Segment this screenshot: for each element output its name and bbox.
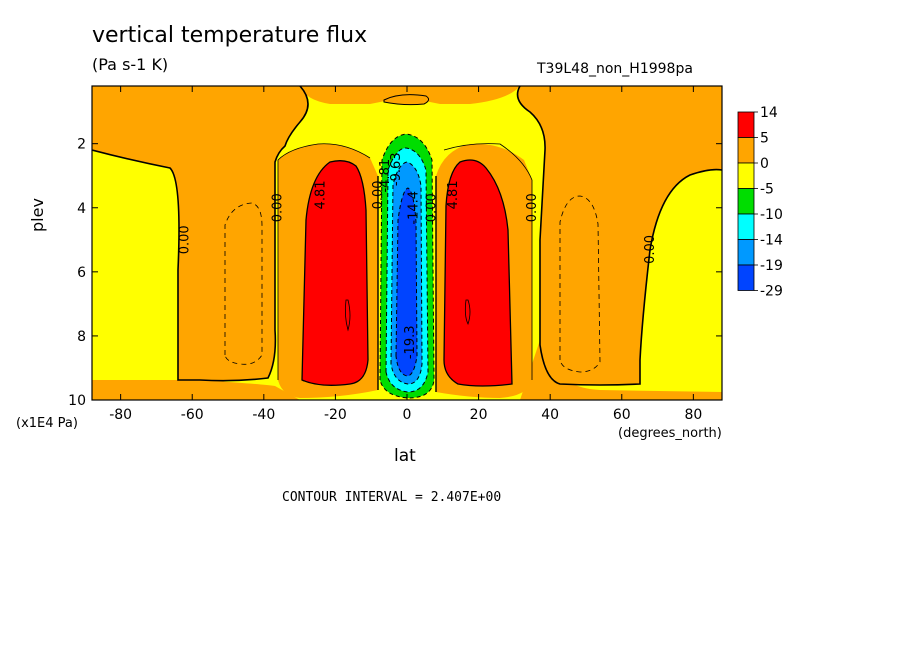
colorbar-swatch	[737, 111, 755, 138]
colorbar-swatch	[737, 264, 755, 291]
fill-band-orange-left	[92, 86, 308, 381]
y-tick-label: 8	[77, 329, 86, 345]
x-tick-label: 40	[541, 407, 559, 423]
fill-band-orange-right	[517, 86, 722, 385]
fill-band-top-orange	[384, 94, 429, 105]
x-tick-label: -80	[109, 407, 132, 423]
x-tick-label: -60	[181, 407, 204, 423]
contour-neg-2	[385, 147, 429, 393]
contour-label: 0.00	[271, 193, 286, 222]
fill-band-red-left	[302, 160, 368, 386]
chart-title: vertical temperature flux	[92, 23, 368, 48]
contour-label: 0.00	[178, 225, 193, 254]
chart-units: (Pa s-1 K)	[92, 55, 169, 74]
contour-neg-3	[390, 161, 423, 385]
colorbar-label: 5	[760, 131, 769, 147]
contour-neg-1	[379, 133, 435, 399]
contour-label: -14.4	[407, 191, 422, 225]
colorbar-label: -29	[760, 284, 783, 300]
contour-pos-left	[277, 143, 371, 380]
contour-red-right	[443, 159, 513, 387]
x-tick-label: 80	[684, 407, 702, 423]
x-tick-label: -40	[252, 407, 275, 423]
colorbar-swatch	[737, 188, 755, 215]
contour-neg-4	[395, 187, 418, 377]
contour-red-left	[301, 160, 369, 386]
contour-label: 4.81	[314, 180, 329, 209]
colorbar-label: -14	[760, 233, 783, 249]
contour-labels: 0.000.00 4.81 0.00-4.81-9.63-14.4 0.00 4.81 0…	[178, 152, 658, 359]
fill-band-darkblue	[396, 188, 417, 376]
fill-band-orange-bottom-left	[92, 380, 300, 400]
colorbar-swatch	[737, 213, 755, 240]
y-tick-label: 2	[77, 137, 86, 153]
contour-label: -4.81	[378, 159, 393, 193]
colorbar: 14 5 0 -5 -10 -14 -19 -29	[737, 105, 783, 300]
contour-label: 4.81	[446, 180, 461, 209]
y-tick-label: 10	[68, 393, 86, 409]
run-label: T39L48_non_H1998pa	[537, 61, 693, 77]
x-tick-label: 60	[613, 407, 631, 423]
contour-top-feature	[383, 94, 430, 106]
colorbar-label: 0	[760, 156, 769, 172]
contour-label: 0.00	[371, 180, 386, 209]
colorbar-swatch	[737, 239, 755, 266]
y-axis-ticks: 2 4 6 8 10	[68, 137, 722, 409]
contour-zero-right	[516, 86, 722, 386]
colorbar-swatch	[737, 137, 755, 164]
colorbar-label: 14	[760, 105, 778, 121]
contour-small-right	[464, 299, 471, 326]
colorbar-label: -5	[760, 182, 774, 198]
x-tick-label: 20	[470, 407, 488, 423]
colorbar-swatch	[737, 162, 755, 189]
contour-dashed-left	[224, 202, 263, 365]
x-axis-label: lat	[394, 446, 416, 466]
contour-pos-right	[443, 143, 533, 380]
contour-label: 0.00	[643, 235, 658, 264]
y-tick-label: 4	[77, 201, 86, 217]
contour-label: 0.00	[525, 193, 540, 222]
contour-small-left	[344, 299, 351, 332]
colorbar-label: -10	[760, 207, 783, 223]
contour-dashed-right	[559, 195, 601, 373]
x-tick-label: 0	[403, 407, 412, 423]
contour-fills	[92, 86, 722, 400]
x-axis-ticks: -80 -60 -40 -20 0 20 40 60 80	[109, 86, 702, 423]
y-axis-units: (x1E4 Pa)	[16, 416, 78, 431]
fill-band-red-right	[444, 160, 512, 386]
contour-label: -9.63	[389, 152, 404, 186]
contour-interval: CONTOUR INTERVAL = 2.407E+00	[282, 490, 502, 505]
contour-label: -19.3	[403, 326, 418, 360]
x-axis-units: (degrees_north)	[618, 426, 722, 441]
x-tick-label: -20	[324, 407, 347, 423]
contour-zero-left	[92, 86, 309, 382]
contour-lines	[92, 86, 722, 399]
y-tick-label: 6	[77, 265, 86, 281]
colorbar-label: -19	[760, 258, 783, 274]
contour-label: 0.00	[425, 193, 440, 222]
